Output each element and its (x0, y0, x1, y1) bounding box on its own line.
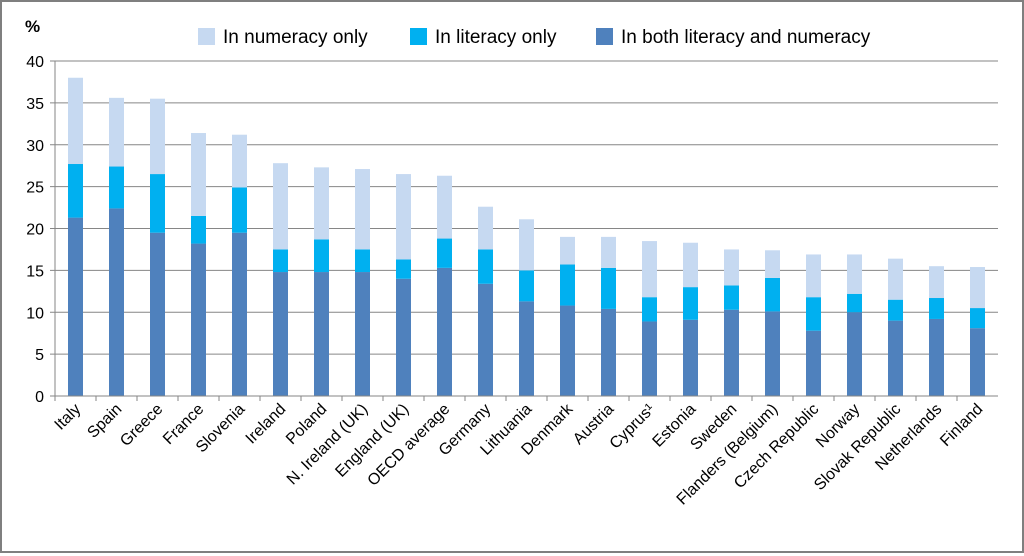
bar-segment (642, 321, 657, 396)
bar-segment (478, 283, 493, 396)
bar-segment (683, 242, 698, 288)
bar-segment (724, 309, 739, 396)
bar-segment (929, 298, 944, 319)
y-axis: 0 5 10 15 20 25 30 35 40 (26, 54, 56, 406)
bar-segment (68, 164, 83, 218)
bar-segment (765, 277, 780, 312)
x-axis: Italy SpainGreeceFranceSloveniaIrelandPol… (52, 395, 998, 508)
legend: In numeracy only In literacy only In both … (198, 27, 871, 48)
x-tick-label: Finland (937, 401, 986, 450)
bars (68, 77, 985, 396)
bar-segment (109, 166, 124, 209)
bar-segment (601, 308, 616, 396)
bar-segment (478, 249, 493, 284)
y-tick-label: 0 (35, 389, 44, 406)
bar-segment (150, 174, 165, 233)
bar-segment (355, 169, 370, 250)
bar-segment (273, 163, 288, 250)
bar-segment (396, 174, 411, 260)
legend-swatch (596, 28, 613, 45)
legend-label: In literacy only (435, 27, 557, 48)
bar-segment (970, 328, 985, 396)
bar-segment (683, 287, 698, 320)
bar-segment (642, 241, 657, 298)
bar-segment (191, 133, 206, 216)
bar-segment (929, 318, 944, 396)
y-tick-label: 20 (26, 222, 44, 239)
bar-segment (560, 305, 575, 396)
bar-segment (765, 311, 780, 396)
bar-segment (519, 219, 534, 271)
bar-segment (437, 175, 452, 239)
bar-segment (601, 267, 616, 309)
bar-segment (314, 167, 329, 240)
bar-segment (109, 97, 124, 167)
bar-segment (642, 297, 657, 322)
bar-segment (724, 285, 739, 310)
bar-segment (109, 208, 124, 396)
bar-segment (601, 236, 616, 268)
bar-segment (519, 301, 534, 396)
bar-segment (560, 264, 575, 306)
bar-segment (724, 249, 739, 286)
bar-segment (806, 330, 821, 396)
x-tick-label: Greece (117, 401, 166, 450)
bar-segment (970, 308, 985, 329)
bar-segment (273, 249, 288, 273)
bar-segment (806, 297, 821, 331)
bar-segment (888, 299, 903, 321)
bar-segment (355, 249, 370, 273)
bar-segment (150, 98, 165, 175)
bar-segment (355, 272, 370, 396)
x-tick-label: Ireland (243, 401, 290, 448)
bar-segment (888, 258, 903, 300)
bar-segment (273, 272, 288, 396)
y-tick-label: 10 (26, 305, 44, 322)
bar-segment (396, 259, 411, 279)
legend-swatch (198, 28, 215, 45)
legend-label: In numeracy only (223, 27, 368, 48)
bar-segment (232, 134, 247, 188)
bar-segment (929, 266, 944, 299)
x-tick-label: Cyprus¹ (607, 401, 659, 453)
legend-label: In both literacy and numeracy (621, 27, 871, 48)
y-tick-label: 30 (26, 138, 44, 155)
y-tick-label: 5 (35, 347, 44, 364)
bar-segment (68, 77, 83, 165)
bar-segment (478, 206, 493, 250)
bar-segment (847, 293, 862, 313)
bar-segment (314, 239, 329, 273)
bar-segment (396, 278, 411, 396)
bar-segment (806, 254, 821, 298)
bar-segment (437, 238, 452, 268)
bar-segment (765, 250, 780, 278)
bar-segment (437, 267, 452, 396)
bar-segment (68, 217, 83, 396)
bar-segment (847, 312, 862, 396)
y-tick-label: 35 (26, 96, 44, 113)
bar-segment (314, 272, 329, 396)
bar-segment (232, 232, 247, 396)
bar-segment (970, 267, 985, 309)
y-tick-label: 40 (26, 54, 44, 71)
bar-segment (191, 243, 206, 396)
y-tick-label: 15 (26, 263, 44, 280)
bar-segment (847, 254, 862, 294)
bar-segment (519, 270, 534, 302)
x-tick-label: Italy (52, 401, 85, 434)
bar-segment (560, 236, 575, 265)
legend-swatch (410, 28, 427, 45)
bar-segment (191, 215, 206, 244)
bar-segment (683, 319, 698, 396)
bar-segment (888, 320, 903, 396)
y-unit-label: % (25, 17, 40, 36)
bar-segment (150, 232, 165, 396)
bar-segment (232, 187, 247, 233)
y-tick-label: 25 (26, 180, 44, 197)
